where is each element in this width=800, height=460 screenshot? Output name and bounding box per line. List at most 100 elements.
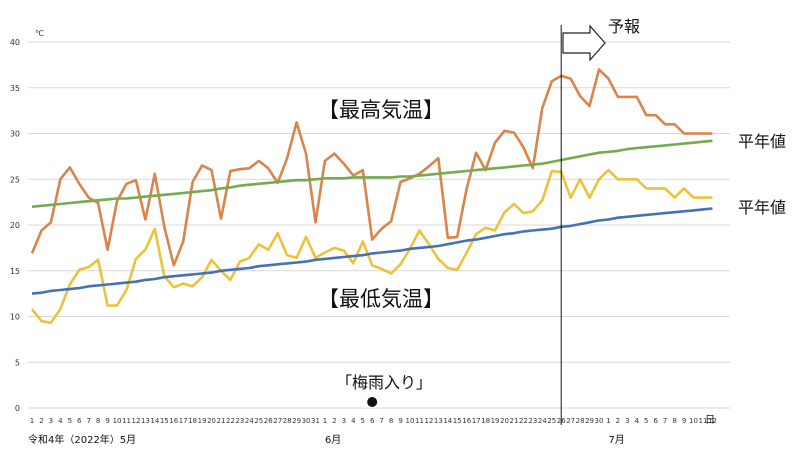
x-tick-label: 16 xyxy=(462,417,471,425)
x-tick-label: 23 xyxy=(528,417,537,425)
month-label: 令和4年（2022年）5月 xyxy=(28,433,136,446)
x-tick-label: 2 xyxy=(39,417,43,425)
x-axis-day-labels: 1 2 3 4 5 6 7 8 9 10 11 12 13 14 15 16 17 18 19 20 21 22 23 24 2… xyxy=(30,417,717,425)
x-tick-label: 18 xyxy=(188,417,197,425)
x-tick-label: 26 xyxy=(264,417,273,425)
month-labels: 令和4年（2022年）5月 6月 7月 xyxy=(28,433,625,446)
x-tick-label: 30 xyxy=(302,417,311,425)
forecast-label: 予報 xyxy=(608,17,640,36)
forecast-arrow-icon xyxy=(562,24,606,62)
x-tick-label: 1 xyxy=(606,417,610,425)
x-tick-label: 29 xyxy=(292,417,301,425)
y-tick-label: 20 xyxy=(10,221,20,230)
x-tick-label: 7 xyxy=(379,417,383,425)
x-tick-label: 4 xyxy=(58,417,63,425)
x-tick-label: 9 xyxy=(682,417,686,425)
x-tick-label: 26 xyxy=(557,417,566,425)
y-tick-label: 0 xyxy=(15,404,20,413)
x-tick-label: 27 xyxy=(273,417,282,425)
x-tick-label: 11 xyxy=(698,417,707,425)
x-tick-label: 15 xyxy=(453,417,462,425)
x-tick-label: 25 xyxy=(547,417,556,425)
x-tick-label: 21 xyxy=(509,417,518,425)
x-tick-label: 5 xyxy=(68,417,72,425)
x-tick-label: 24 xyxy=(538,417,547,425)
x-tick-label: 14 xyxy=(150,417,159,425)
x-tick-label: 10 xyxy=(689,417,698,425)
x-tick-label: 3 xyxy=(625,417,629,425)
series-line-high xyxy=(30,68,713,267)
x-tick-label: 13 xyxy=(141,417,150,425)
x-tick-label: 17 xyxy=(472,417,481,425)
x-tick-label: 10 xyxy=(406,417,415,425)
low-temp-label: 【最低気温】 xyxy=(318,287,444,311)
y-tick-label: 10 xyxy=(10,313,20,322)
x-tick-label: 17 xyxy=(179,417,188,425)
x-tick-label: 11 xyxy=(415,417,424,425)
x-tick-label: 22 xyxy=(519,417,528,425)
y-tick-label: 30 xyxy=(10,130,20,139)
unit-label: ℃ xyxy=(35,29,44,38)
y-tick-label: 35 xyxy=(10,84,20,93)
grid-lines xyxy=(28,41,730,409)
rainy-season-start-marker xyxy=(367,397,378,407)
x-tick-label: 2 xyxy=(332,417,336,425)
series-lines xyxy=(30,68,713,325)
x-tick-label: 4 xyxy=(635,417,640,425)
y-tick-label: 25 xyxy=(10,175,20,184)
x-tick-label: 12 xyxy=(708,417,717,425)
x-unit-label: 日 xyxy=(705,415,715,426)
x-tick-label: 30 xyxy=(595,417,604,425)
x-tick-label: 3 xyxy=(49,417,53,425)
x-tick-label: 6 xyxy=(653,417,658,425)
x-tick-label: 16 xyxy=(169,417,178,425)
series-line-high_normal xyxy=(31,139,713,208)
high-normal-label: 平年値 xyxy=(738,132,786,151)
x-tick-label: 28 xyxy=(283,417,292,425)
x-tick-label: 19 xyxy=(198,417,207,425)
x-tick-label: 1 xyxy=(323,417,327,425)
x-tick-label: 1 xyxy=(30,417,34,425)
low-normal-label: 平年値 xyxy=(738,198,786,217)
x-tick-label: 28 xyxy=(576,417,585,425)
x-tick-label: 18 xyxy=(481,417,490,425)
x-tick-label: 7 xyxy=(86,417,90,425)
high-temp-label: 【最高気温】 xyxy=(318,98,444,122)
y-axis-ticks: 0 5 10 15 20 25 30 35 40 xyxy=(10,38,20,413)
x-tick-label: 7 xyxy=(663,417,667,425)
x-tick-label: 9 xyxy=(105,417,109,425)
x-tick-label: 23 xyxy=(235,417,244,425)
x-tick-label: 6 xyxy=(370,417,375,425)
x-tick-label: 10 xyxy=(113,417,122,425)
x-tick-label: 12 xyxy=(424,417,433,425)
x-tick-label: 27 xyxy=(566,417,575,425)
month-label: 7月 xyxy=(608,434,624,446)
x-tick-label: 24 xyxy=(245,417,254,425)
x-tick-label: 9 xyxy=(398,417,402,425)
x-tick-label: 8 xyxy=(96,417,100,425)
x-tick-label: 3 xyxy=(342,417,346,425)
x-tick-label: 13 xyxy=(434,417,443,425)
x-tick-label: 5 xyxy=(644,417,648,425)
x-tick-label: 8 xyxy=(672,417,676,425)
x-tick-label: 29 xyxy=(585,417,594,425)
month-label: 6月 xyxy=(325,434,341,446)
x-tick-label: 19 xyxy=(491,417,500,425)
x-tick-label: 20 xyxy=(207,417,216,425)
x-tick-label: 2 xyxy=(616,417,620,425)
series-line-low xyxy=(30,168,713,325)
x-tick-label: 11 xyxy=(122,417,131,425)
x-tick-label: 22 xyxy=(226,417,235,425)
series-line-low_normal xyxy=(31,207,713,295)
x-tick-label: 25 xyxy=(254,417,263,425)
y-tick-label: 40 xyxy=(10,38,20,47)
x-tick-label: 14 xyxy=(443,417,452,425)
x-tick-label: 31 xyxy=(311,417,320,425)
x-tick-label: 12 xyxy=(131,417,140,425)
y-tick-label: 5 xyxy=(15,358,20,367)
x-tick-label: 8 xyxy=(389,417,393,425)
x-tick-label: 15 xyxy=(160,417,169,425)
x-tick-label: 21 xyxy=(217,417,226,425)
rainy-season-start-label: 「梅雨入り」 xyxy=(336,373,432,392)
